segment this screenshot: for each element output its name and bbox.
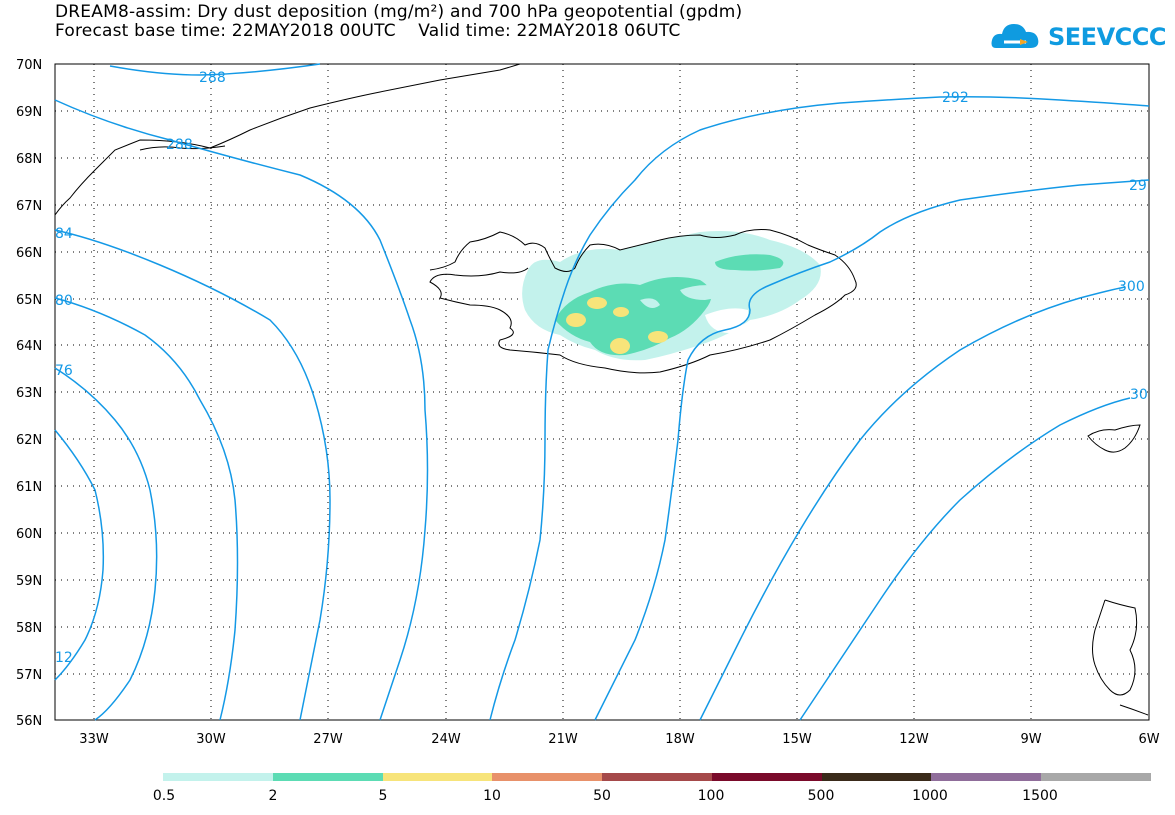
- colorbar-label: 5: [378, 788, 388, 804]
- map-subtitle: Forecast base time: 22MAY2018 00UTC Vali…: [55, 21, 681, 41]
- lon-label: 27W: [313, 732, 343, 747]
- lat-label: 64N: [16, 339, 42, 354]
- colorbar-swatch: [1041, 773, 1152, 781]
- lon-label: 30W: [196, 732, 226, 747]
- contour-label: 292: [942, 90, 969, 106]
- contour-label: 30: [1130, 387, 1148, 403]
- lat-label: 67N: [16, 199, 42, 214]
- contour-labels: 288 288 84 80 76 12 292 29 300 30: [55, 70, 1148, 666]
- dust-deposition-field: [522, 231, 821, 361]
- colorbar-swatch: [602, 773, 712, 781]
- lat-label: 70N: [16, 58, 42, 73]
- lat-label: 56N: [16, 714, 42, 729]
- colorbar-label: 500: [807, 788, 835, 804]
- contour-label: 288: [166, 137, 193, 153]
- lon-label: 21W: [548, 732, 578, 747]
- lat-label: 69N: [16, 105, 42, 120]
- contour-label: 300: [1118, 279, 1145, 295]
- colorbar-swatch: [711, 773, 822, 781]
- colorbar-label: 1000: [912, 788, 948, 804]
- lat-label: 60N: [16, 527, 42, 542]
- colorbar-label: 10: [483, 788, 501, 804]
- lon-label: 24W: [431, 732, 461, 747]
- lon-label: 6W: [1138, 732, 1159, 747]
- coastlines: [54, 63, 1149, 716]
- colorbar-swatch: [382, 773, 493, 781]
- lon-label: 18W: [665, 732, 695, 747]
- lat-label: 63N: [16, 386, 42, 401]
- colorbar-swatch: [163, 773, 273, 781]
- contour-label: 12: [55, 650, 73, 666]
- lat-label: 57N: [16, 668, 42, 683]
- logo-text: SEEVCCC: [1048, 23, 1167, 51]
- lat-label: 61N: [16, 480, 42, 495]
- colorbar-label: 0.5: [152, 788, 176, 804]
- colorbar-swatch: [931, 773, 1042, 781]
- lat-label: 62N: [16, 433, 42, 448]
- colorbar-legend: [163, 773, 1152, 781]
- contour-label: 80: [55, 293, 73, 309]
- colorbar-swatch: [272, 773, 383, 781]
- lat-label: 65N: [16, 293, 42, 308]
- colorbar-label: 2: [268, 788, 278, 804]
- lat-label: 66N: [16, 246, 42, 261]
- contour-label: 76: [55, 363, 73, 379]
- lon-label: 9W: [1020, 732, 1041, 747]
- colorbar-label: 100: [697, 788, 725, 804]
- lon-label: 12W: [899, 732, 929, 747]
- contour-label: 29: [1129, 178, 1147, 194]
- geopotential-contours: [54, 63, 1150, 721]
- lat-label: 58N: [16, 621, 42, 636]
- latitude-labels: 70N 69N 68N 67N 66N 65N 64N 63N 62N 61N …: [16, 58, 42, 729]
- grid-lines: [55, 64, 1149, 720]
- lat-label: 59N: [16, 574, 42, 589]
- map-title: DREAM8-assim: Dry dust deposition (mg/m²…: [55, 2, 743, 22]
- lon-label: 15W: [782, 732, 812, 747]
- contour-label: 288: [199, 70, 226, 86]
- lat-label: 68N: [16, 152, 42, 167]
- contour-label: 84: [55, 226, 73, 242]
- lon-label: 33W: [79, 732, 109, 747]
- longitude-labels: 33W 30W 27W 24W 21W 18W 15W 12W 9W 6W: [79, 732, 1159, 747]
- colorbar-swatch: [821, 773, 932, 781]
- cloud-icon: [991, 24, 1039, 48]
- colorbar-label: 50: [593, 788, 611, 804]
- colorbar-label: 1500: [1022, 788, 1058, 804]
- colorbar-swatch: [492, 773, 603, 781]
